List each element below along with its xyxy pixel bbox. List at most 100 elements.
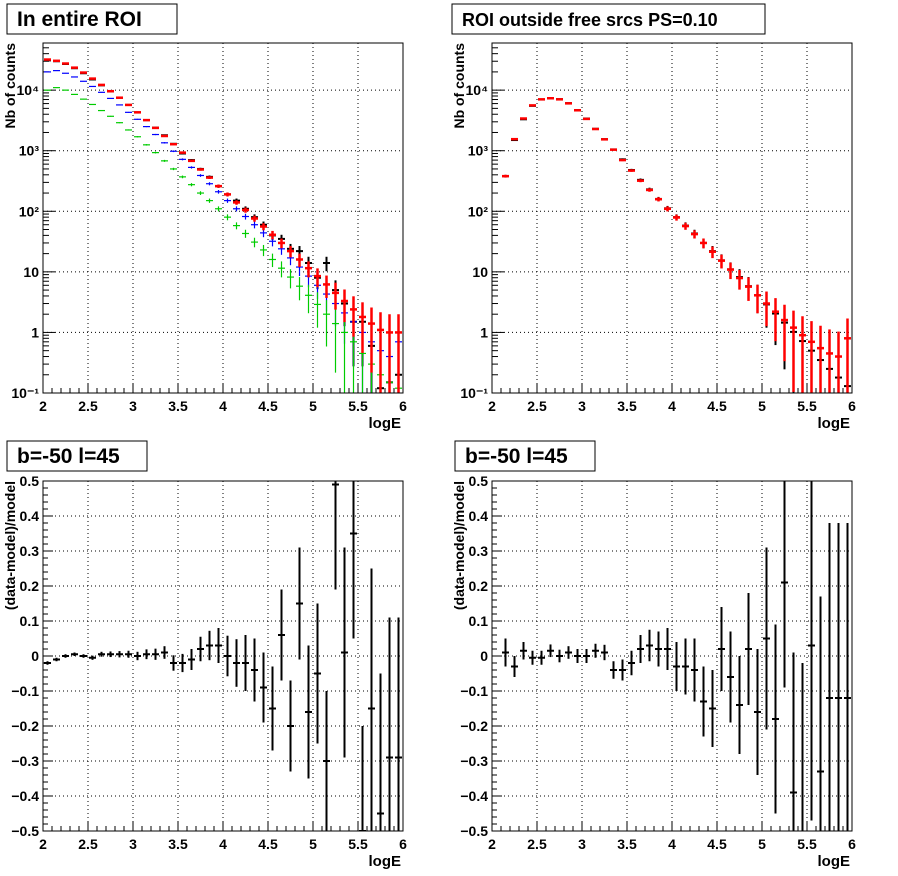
data-point	[323, 691, 330, 831]
data-point	[179, 175, 186, 179]
x-tick-label: 2.5	[78, 398, 98, 414]
y-tick-label: 0.3	[469, 543, 489, 559]
data-point	[520, 117, 527, 120]
data-point	[763, 547, 770, 730]
data-point	[152, 151, 159, 154]
data-point	[305, 261, 312, 278]
x-tick-label: 5	[758, 398, 766, 414]
data-point	[170, 655, 177, 671]
data-point	[323, 275, 330, 298]
data-point	[179, 151, 186, 154]
data-point	[646, 188, 653, 192]
data-point	[224, 198, 231, 203]
data-point	[161, 142, 168, 144]
data-point	[152, 126, 159, 130]
data-layer	[44, 58, 402, 393]
data-point	[296, 547, 303, 660]
x-tick-label: 5.5	[348, 836, 368, 852]
data-point	[188, 166, 195, 169]
data-point	[718, 254, 725, 269]
x-tick-label: 4.5	[707, 398, 727, 414]
data-point	[107, 89, 114, 93]
data-point	[134, 111, 141, 114]
x-tick-label: 3.5	[168, 398, 188, 414]
y-tick-label: 0.1	[20, 613, 40, 629]
data-point	[736, 270, 743, 290]
data-point	[583, 117, 590, 121]
data-point	[826, 329, 833, 393]
data-point	[332, 307, 339, 373]
data-point	[377, 312, 384, 393]
y-tick-label: 10⁴	[17, 82, 40, 98]
data-point	[215, 190, 222, 194]
data-point	[817, 325, 824, 393]
x-tick-label: 4	[219, 398, 227, 414]
data-point	[502, 638, 509, 667]
data-point	[125, 111, 132, 113]
data-point	[332, 481, 339, 590]
data-point	[296, 253, 303, 268]
data-point	[637, 635, 644, 663]
data-point	[179, 653, 186, 673]
data-point	[801, 663, 804, 831]
data-point	[89, 103, 96, 106]
y-tick-label: 0.4	[20, 508, 40, 524]
y-tick-label: 10	[23, 264, 39, 280]
data-point	[520, 642, 527, 660]
data-point	[682, 638, 689, 695]
x-tick-label: 2	[488, 836, 496, 852]
data-point	[817, 596, 824, 831]
data-point	[556, 98, 563, 101]
data-point	[673, 214, 680, 221]
data-point	[188, 183, 195, 187]
data-point	[646, 629, 653, 662]
data-point	[386, 314, 393, 393]
y-tick-label: −0.4	[11, 788, 39, 804]
data-point	[511, 137, 518, 141]
data-point	[619, 659, 626, 681]
data-point	[763, 291, 770, 327]
data-point	[62, 654, 69, 658]
data-point	[664, 206, 671, 212]
data-point	[143, 126, 150, 128]
x-tick-label: 6	[399, 836, 407, 852]
data-point	[269, 666, 276, 751]
data-point	[332, 282, 339, 310]
data-point	[844, 523, 851, 831]
x-tick-label: 6	[399, 398, 407, 414]
data-point	[242, 229, 249, 238]
data-point	[278, 261, 285, 278]
data-point	[134, 651, 141, 661]
data-point	[700, 238, 707, 249]
data-layer	[502, 481, 851, 831]
data-point	[215, 184, 222, 188]
data-point	[143, 649, 150, 660]
data-point	[808, 321, 815, 393]
data-point	[143, 118, 150, 122]
data-layer	[44, 481, 402, 831]
data-point	[628, 650, 635, 676]
data-point	[80, 98, 87, 100]
data-point	[116, 96, 123, 99]
data-point	[826, 523, 833, 831]
x-tick-label: 3	[578, 398, 586, 414]
data-point	[188, 649, 195, 670]
data-point	[242, 213, 249, 220]
data-point	[538, 650, 545, 665]
data-point	[197, 191, 204, 195]
data-point	[251, 638, 258, 702]
data-point	[134, 118, 141, 120]
data-point	[260, 229, 267, 238]
data-point	[835, 331, 842, 393]
plot-frame	[42, 42, 404, 394]
data-point	[592, 643, 599, 658]
data-point	[601, 138, 608, 141]
data-point	[808, 481, 815, 821]
data-point	[637, 179, 644, 183]
title-box	[451, 3, 766, 35]
data-point	[341, 314, 348, 393]
data-point	[170, 150, 177, 153]
x-axis-label: logE	[369, 415, 402, 432]
x-tick-label: 6	[848, 836, 856, 852]
